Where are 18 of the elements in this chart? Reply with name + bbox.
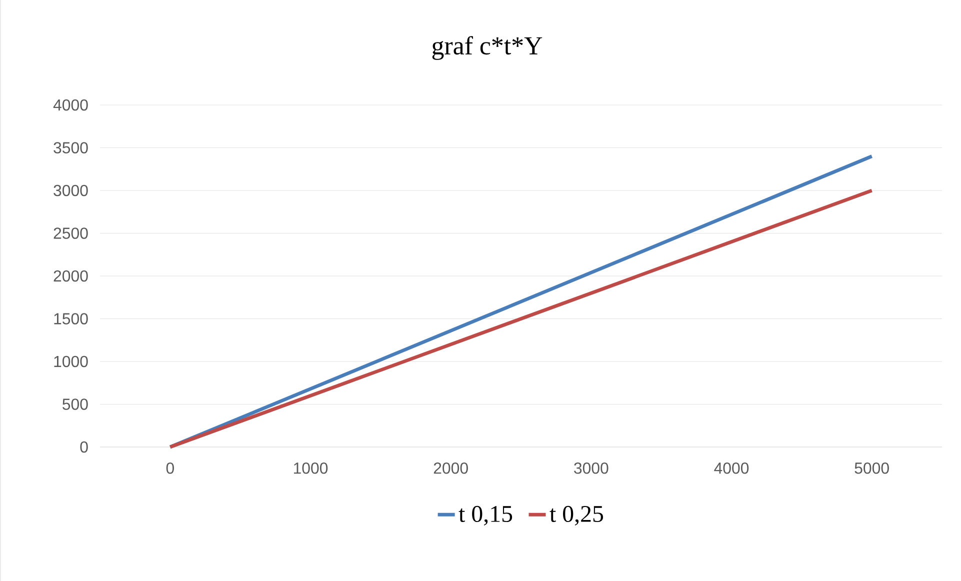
y-tick-label: 2000: [54, 270, 88, 282]
x-tick-label: 4000: [714, 462, 749, 474]
y-tick-label: 3500: [54, 142, 88, 154]
x-tick-label: 5000: [854, 462, 889, 474]
y-tick-label: 4000: [53, 99, 88, 111]
y-tick-label: 3000: [54, 184, 88, 196]
x-tick-label: 0: [166, 462, 174, 474]
legend-label: t 0,15: [458, 506, 512, 526]
y-tick-label: 1000: [54, 356, 88, 368]
y-tick-label: 500: [62, 398, 88, 410]
y-tick-label: 1500: [54, 313, 88, 324]
y-tick-label: 2500: [54, 228, 88, 239]
legend-label: t 0,25: [550, 506, 604, 526]
chart-title: graf c*t*Y: [432, 36, 542, 60]
x-tick-label: 3000: [574, 462, 608, 474]
y-tick-label: 0: [80, 441, 88, 453]
x-tick-label: 2000: [434, 462, 468, 474]
x-tick-label: 1000: [294, 462, 328, 474]
